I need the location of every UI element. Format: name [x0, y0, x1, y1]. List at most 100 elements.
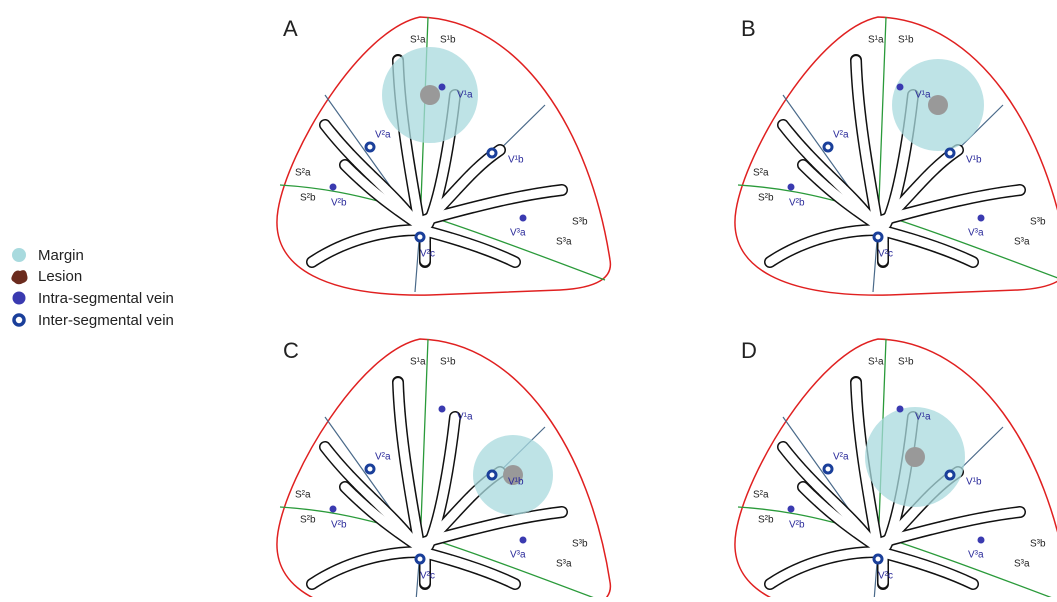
intra-vein — [788, 184, 795, 191]
lesion — [420, 85, 440, 105]
panel-letter: D — [741, 338, 757, 363]
panel-letter: A — [283, 16, 298, 41]
segment-label: V¹b — [966, 155, 982, 166]
inter-vein — [366, 465, 374, 473]
segment-label: S³a — [556, 237, 572, 248]
intra-vein — [897, 406, 904, 413]
segment-label: V¹b — [508, 155, 524, 166]
segment-label: V²b — [789, 198, 805, 209]
segment-label: V¹b — [966, 477, 982, 488]
segment-label: S²a — [295, 490, 311, 501]
segment-label: V³a — [968, 228, 984, 239]
segment-label: V¹a — [915, 90, 931, 101]
legend-label: Margin — [38, 247, 84, 264]
bronchus-inner — [345, 165, 415, 222]
bronchus-inner — [880, 230, 973, 262]
segment-label: S³b — [572, 217, 588, 228]
legend-label: Intra-segmental vein — [38, 290, 174, 307]
bronchus-inner — [803, 165, 873, 222]
segment-label: S¹a — [868, 357, 884, 368]
segment-label: S³b — [572, 539, 588, 550]
segment-label: S²b — [758, 515, 774, 526]
segment-label: S¹a — [410, 35, 426, 46]
segment-label: S³a — [1014, 237, 1030, 248]
lesion-swatch — [11, 270, 27, 284]
bronchus-inner — [803, 487, 873, 544]
intra-vein — [978, 537, 985, 544]
inter-swatch — [14, 315, 24, 325]
segment-label: V³a — [968, 550, 984, 561]
segment-label: S²a — [295, 168, 311, 179]
segment-label: V²c — [420, 571, 435, 582]
bronchus-inner — [422, 552, 515, 584]
segment-label: V³a — [510, 228, 526, 239]
intra-swatch — [13, 292, 26, 305]
segment-label: V¹b — [508, 477, 524, 488]
segment-label: S²b — [300, 515, 316, 526]
segment-label: S²a — [753, 168, 769, 179]
panel-letter: B — [741, 16, 756, 41]
legend-label: Inter-segmental vein — [38, 312, 174, 329]
segment-label: V²c — [878, 249, 893, 260]
inter-vein — [488, 471, 496, 479]
segment-label: V²a — [833, 452, 849, 463]
segment-label: V²b — [331, 198, 347, 209]
intra-vein — [520, 537, 527, 544]
segment-label: S¹a — [410, 357, 426, 368]
segment-label: S²b — [758, 193, 774, 204]
intra-vein — [788, 506, 795, 513]
inter-vein — [824, 465, 832, 473]
segment-label: V¹a — [457, 412, 473, 423]
inter-vein — [824, 143, 832, 151]
segment-label: S²a — [753, 490, 769, 501]
intra-vein — [897, 84, 904, 91]
inter-vein — [946, 471, 954, 479]
intra-vein — [978, 215, 985, 222]
segment-label: S¹b — [440, 35, 456, 46]
segment-label: S¹a — [868, 35, 884, 46]
intra-vein — [439, 84, 446, 91]
legend-label: Lesion — [38, 268, 82, 285]
inter-vein — [874, 555, 882, 563]
intra-vein — [330, 184, 337, 191]
segment-label: V²b — [331, 520, 347, 531]
margin-swatch — [12, 248, 26, 262]
bronchus-inner — [345, 487, 415, 544]
segment-label: V²c — [878, 571, 893, 582]
inter-vein — [874, 233, 882, 241]
legend: Margin Lesion Intra-segmental vein Inter… — [11, 247, 174, 329]
segment-label: S³b — [1030, 217, 1046, 228]
segment-label: S¹b — [898, 357, 914, 368]
segment-label: S³a — [1014, 559, 1030, 570]
panel-letter: C — [283, 338, 299, 363]
segment-label: S³b — [1030, 539, 1046, 550]
lesion — [905, 447, 925, 467]
segment-label: V¹a — [457, 90, 473, 101]
segment-label: V²a — [833, 130, 849, 141]
segment-label: V¹a — [915, 412, 931, 423]
segment-label: V²a — [375, 130, 391, 141]
segment-label: S²b — [300, 193, 316, 204]
segment-label: V²b — [789, 520, 805, 531]
bronchus-inner — [880, 552, 973, 584]
segment-label: S¹b — [898, 35, 914, 46]
lesion — [928, 95, 948, 115]
intra-vein — [520, 215, 527, 222]
inter-vein — [488, 149, 496, 157]
segment-label: V²a — [375, 452, 391, 463]
intra-vein — [330, 506, 337, 513]
inter-vein — [946, 149, 954, 157]
inter-vein — [416, 555, 424, 563]
inter-vein — [366, 143, 374, 151]
bronchus-inner — [422, 230, 515, 262]
segment-label: S³a — [556, 559, 572, 570]
intra-vein — [439, 406, 446, 413]
figure: Margin Lesion Intra-segmental vein Inter… — [0, 0, 1057, 597]
inter-vein — [416, 233, 424, 241]
segment-label: V²c — [420, 249, 435, 260]
segment-label: S¹b — [440, 357, 456, 368]
